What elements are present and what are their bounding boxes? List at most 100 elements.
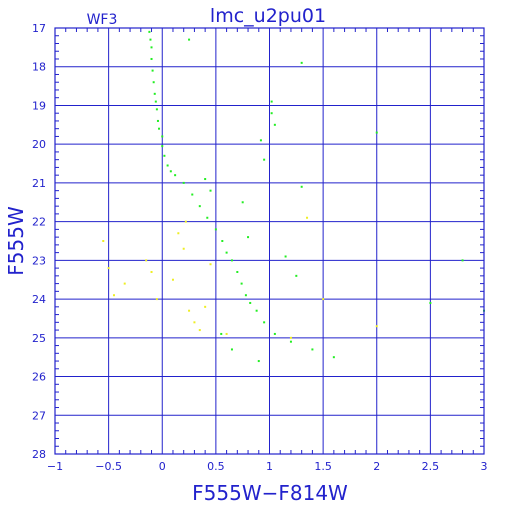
data-point (177, 232, 180, 235)
data-point (273, 123, 276, 126)
x-tick-label: 1 (266, 460, 273, 473)
plot-frame (54, 27, 485, 455)
data-point (311, 348, 314, 351)
data-point (182, 181, 185, 184)
data-point (255, 309, 258, 312)
data-point (182, 247, 185, 250)
data-point (295, 274, 298, 277)
data-point (174, 174, 177, 177)
data-point (112, 294, 115, 297)
data-point (230, 348, 233, 351)
data-point (263, 158, 266, 161)
data-point (375, 325, 378, 328)
data-point (230, 259, 233, 262)
data-point (225, 332, 228, 335)
panel-label: WF3 (87, 12, 118, 28)
data-point (247, 236, 250, 239)
data-point (270, 112, 273, 115)
data-point (198, 329, 201, 332)
data-point (289, 336, 292, 339)
data-point (214, 228, 217, 231)
x-tick-label: −1 (47, 460, 63, 473)
data-point (300, 61, 303, 64)
data-point (270, 100, 273, 103)
data-point (166, 164, 169, 167)
tick-labels: −1 −0.5 0 0.5 1 1.5 2 2.5 3 17 18 19 20 21 22 23 24 25 26 2… (32, 22, 488, 473)
data-point (225, 251, 228, 254)
y-tick-label: 26 (32, 371, 46, 384)
data-point (156, 119, 159, 122)
y-tick-label: 21 (32, 177, 46, 190)
axis-ticks (55, 28, 484, 454)
data-point (148, 30, 151, 33)
data-point (322, 298, 325, 301)
x-tick-label: 0.5 (207, 460, 225, 473)
data-point (149, 38, 152, 41)
data-point (152, 81, 155, 84)
data-point (244, 294, 247, 297)
y-tick-label: 27 (32, 409, 46, 422)
y-axis-label: F555W (4, 206, 28, 276)
data-point (220, 332, 223, 335)
data-point (429, 301, 432, 304)
data-point (163, 154, 166, 157)
data-point (306, 216, 309, 219)
chart-title: lmc_u2pu01 (210, 5, 326, 27)
data-point (151, 69, 154, 72)
y-tick-label: 28 (32, 448, 46, 461)
data-point (188, 309, 191, 312)
data-point (150, 270, 153, 273)
data-point (240, 282, 243, 285)
data-point (155, 298, 158, 301)
data-point (154, 100, 157, 103)
data-point (263, 321, 266, 324)
data-point (198, 205, 201, 208)
y-tick-label: 23 (32, 254, 46, 267)
data-points (102, 30, 485, 363)
x-axis-label: F555W−F814W (192, 481, 348, 505)
x-tick-label: 3 (481, 460, 488, 473)
data-point (169, 170, 172, 173)
data-point (153, 92, 156, 95)
data-point (209, 189, 212, 192)
data-point (204, 178, 207, 181)
data-point (191, 193, 194, 196)
y-tick-label: 17 (32, 22, 46, 35)
data-point (209, 263, 212, 266)
data-point (188, 38, 191, 41)
data-point (155, 108, 158, 111)
y-tick-label: 24 (32, 293, 46, 306)
data-point (206, 216, 209, 219)
x-tick-label: 2.5 (422, 460, 440, 473)
y-tick-label: 19 (32, 99, 46, 112)
data-point (375, 131, 378, 134)
data-point (284, 255, 287, 258)
grid-lines (55, 28, 484, 454)
data-point (241, 201, 244, 204)
data-point (161, 135, 164, 138)
data-point (204, 305, 207, 308)
y-tick-label: 22 (32, 216, 46, 229)
data-point (236, 270, 239, 273)
x-tick-label: 1.5 (314, 460, 332, 473)
data-point (273, 332, 276, 335)
data-point (184, 220, 187, 223)
data-point (150, 57, 153, 60)
x-tick-label: −0.5 (95, 460, 122, 473)
x-tick-label: 2 (373, 460, 380, 473)
x-tick-label: 0 (159, 460, 166, 473)
data-point (158, 127, 161, 130)
data-point (145, 259, 148, 262)
data-point (107, 267, 110, 270)
data-point (161, 145, 164, 148)
data-point (171, 278, 174, 281)
data-point (300, 185, 303, 188)
y-tick-label: 18 (32, 61, 46, 74)
data-point (249, 301, 252, 304)
data-point (102, 240, 105, 242)
data-point (289, 340, 292, 343)
data-point (193, 321, 196, 324)
data-point (332, 356, 335, 359)
